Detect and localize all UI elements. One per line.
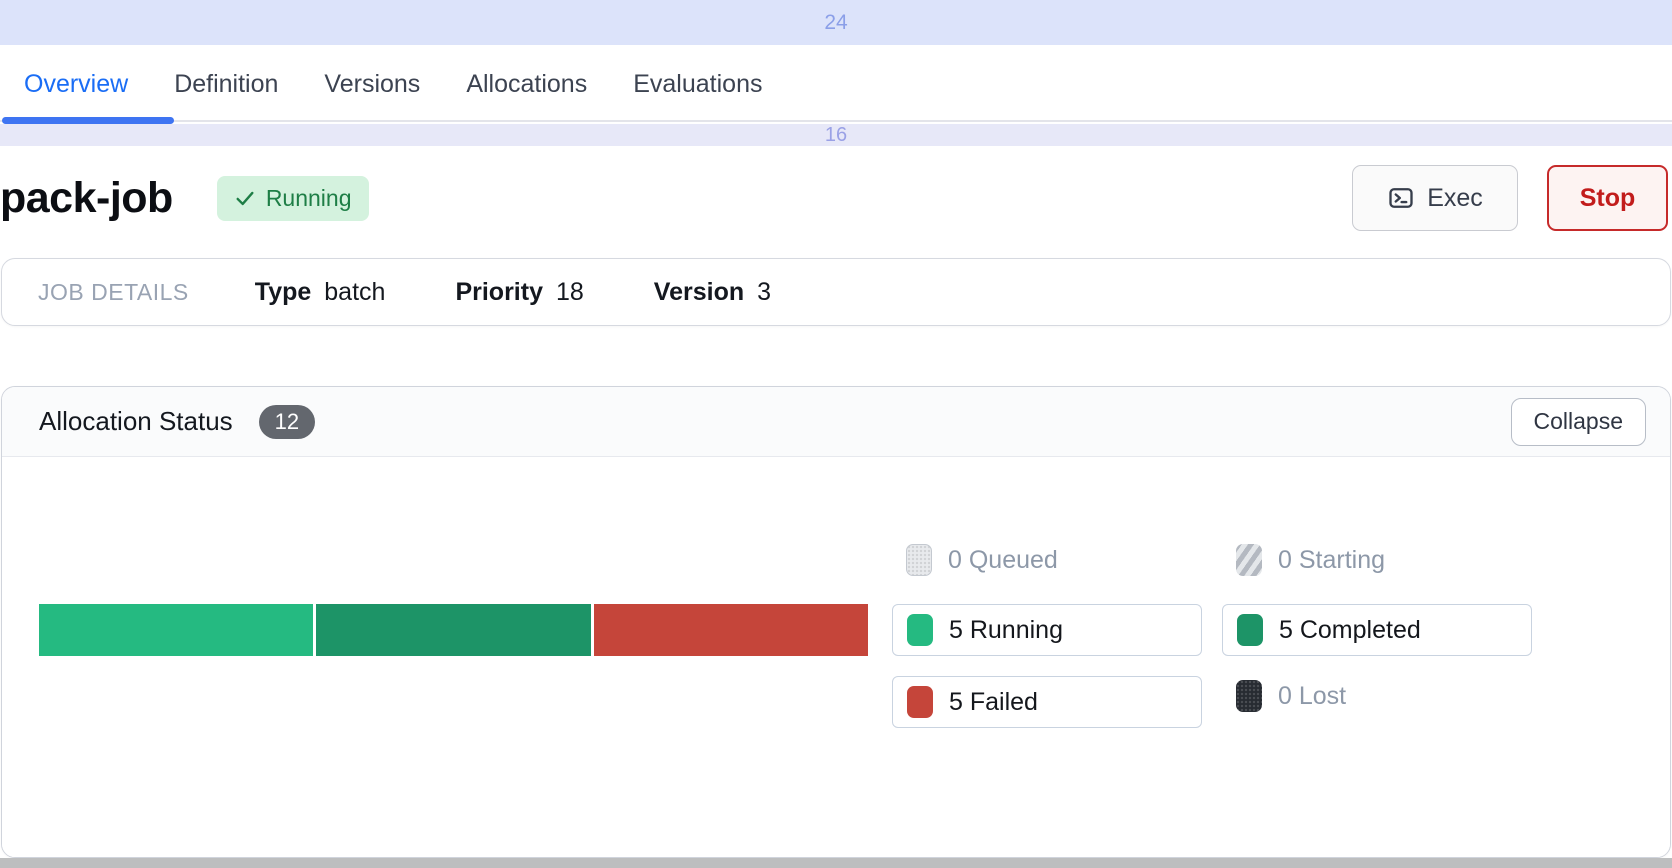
tab-versions[interactable]: Versions (324, 70, 421, 98)
tab-overview[interactable]: Overview (24, 70, 129, 98)
legend-lost-label: 0 Lost (1278, 681, 1347, 710)
legend-starting: 0 Starting (1222, 540, 1532, 580)
job-details-heading: JOB DETAILS (38, 278, 189, 305)
job-detail-type-label: Type (254, 277, 312, 306)
spacing-annotation-top: 24 (0, 0, 1672, 45)
job-detail-priority-label: Priority (455, 277, 543, 306)
allocation-bar[interactable] (39, 604, 868, 656)
bar-segment-failed (593, 604, 868, 656)
job-detail-priority-value: 18 (555, 277, 584, 306)
active-tab-underline (2, 117, 174, 124)
job-detail-version-label: Version (653, 277, 745, 306)
starting-swatch (1236, 544, 1262, 576)
exec-button[interactable]: Exec (1352, 165, 1518, 231)
allocation-status-header: Allocation Status 12 Collapse (2, 387, 1670, 457)
legend-failed[interactable]: 5 Failed (892, 676, 1202, 728)
running-swatch (907, 614, 933, 646)
completed-swatch (1237, 614, 1263, 646)
allocation-status-card: Allocation Status 12 Collapse 0 Queued 0… (1, 386, 1671, 858)
job-detail-version-value: 3 (757, 277, 772, 306)
spacing-annotation-top-value: 24 (824, 10, 848, 34)
tab-allocations[interactable]: Allocations (466, 70, 588, 98)
legend-starting-label: 0 Starting (1278, 545, 1386, 574)
stop-button[interactable]: Stop (1547, 165, 1668, 231)
exec-button-label: Exec (1427, 183, 1483, 212)
allocation-status-body: 0 Queued 0 Starting 5 Running 5 Complete… (2, 457, 1670, 857)
job-status-label: Running (265, 184, 352, 211)
job-detail-type: Type batch (255, 278, 386, 307)
page-title: pack-job (0, 173, 173, 222)
queued-swatch (906, 544, 932, 576)
tab-definition[interactable]: Definition (174, 70, 279, 98)
bar-segment-completed (316, 604, 591, 656)
legend-queued-label: 0 Queued (948, 545, 1058, 574)
tab-evaluations[interactable]: Evaluations (633, 70, 763, 98)
legend-queued: 0 Queued (892, 540, 1202, 580)
collapse-button[interactable]: Collapse (1510, 397, 1646, 446)
job-status-badge: Running (216, 175, 369, 221)
stop-button-label: Stop (1579, 183, 1636, 212)
allocation-count-badge: 12 (258, 404, 316, 439)
legend-lost: 0 Lost (1222, 676, 1532, 716)
failed-swatch (907, 686, 933, 718)
job-detail-priority: Priority 18 (455, 278, 583, 307)
legend-running-label: 5 Running (949, 615, 1063, 644)
legend-failed-label: 5 Failed (949, 687, 1038, 716)
bar-segment-running (39, 604, 314, 656)
legend-completed[interactable]: 5 Completed (1222, 604, 1532, 656)
legend-running[interactable]: 5 Running (892, 604, 1202, 656)
job-detail-version: Version 3 (654, 278, 771, 307)
lost-swatch (1236, 680, 1262, 712)
job-tab-bar: Overview Definition Versions Allocations… (0, 45, 1672, 124)
spacing-annotation-mid-value: 16 (824, 123, 848, 146)
job-header-row: pack-job Running Exec Stop (0, 158, 1672, 238)
job-details-card: JOB DETAILS Type batch Priority 18 Versi… (1, 258, 1671, 326)
legend-completed-label: 5 Completed (1279, 615, 1421, 644)
spacing-annotation-mid: 16 (0, 124, 1672, 146)
allocation-status-title: Allocation Status (39, 406, 233, 436)
check-icon (234, 187, 256, 209)
job-detail-type-value: batch (324, 277, 386, 306)
terminal-icon (1387, 184, 1415, 212)
